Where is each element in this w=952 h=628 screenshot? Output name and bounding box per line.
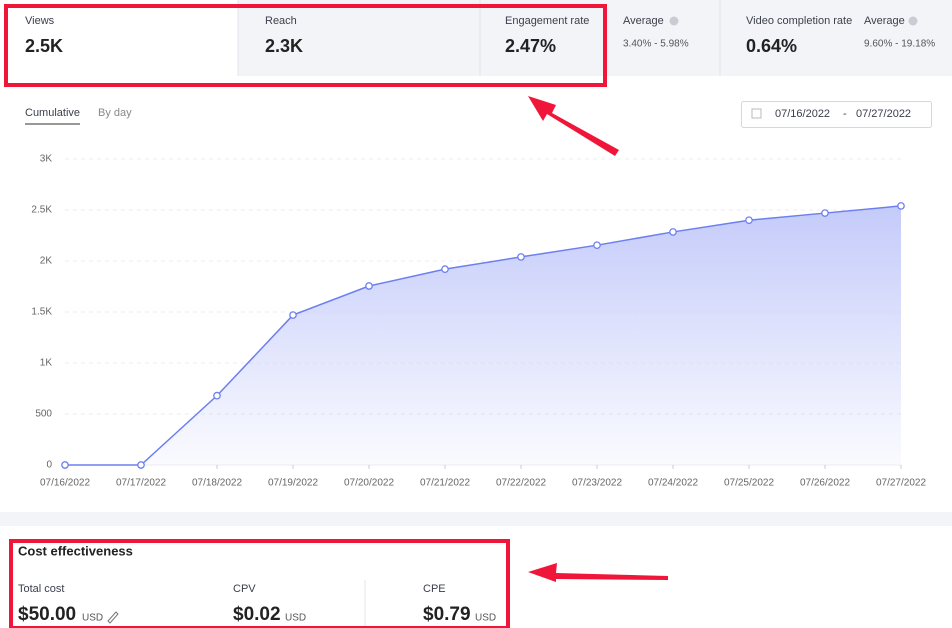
metric-label: Average [623,15,664,27]
metric-value: 2.5K [25,36,63,56]
section-gap [0,512,952,526]
y-tick-label: 0 [46,460,52,471]
tab[interactable]: By day [98,107,132,119]
arrow [528,96,619,156]
cost-value: $0.79 [423,604,471,625]
highlight-box [9,539,510,628]
section-title: Cost effectiveness [18,543,133,558]
cost-label: Total cost [18,583,64,595]
y-tick-label: 1K [40,358,53,369]
y-tick-label: 1.5K [31,307,52,318]
point [137,461,145,469]
info-icon[interactable] [908,16,918,26]
cost-unit: USD [475,613,496,624]
date-start: 07/16/2022 [775,108,830,120]
x-tick-label: 07/17/2022 [116,478,166,489]
point [669,228,677,236]
x-tick-label: 07/19/2022 [268,478,318,489]
arrow [528,563,668,582]
x-tick-label: 07/18/2022 [192,478,242,489]
edit-icon[interactable] [107,611,119,624]
x-tick-label: 07/20/2022 [344,478,394,489]
date-separator: - [843,108,847,120]
tab-active[interactable]: Cumulative [25,107,80,119]
point [61,461,69,469]
metric-range: 9.60% - 19.18% [864,39,935,50]
y-tick-label: 2.5K [31,205,52,216]
cost-value: $0.02 [233,604,281,625]
cost-label: CPV [233,583,256,595]
point [517,253,525,261]
point [821,209,829,217]
y-tick-label: 500 [35,409,52,420]
point [289,311,297,319]
y-tick-label: 2K [40,256,53,267]
x-tick-label: 07/23/2022 [572,478,622,489]
metric-label: Reach [265,15,297,27]
info-icon[interactable] [669,16,679,26]
x-tick-label: 07/25/2022 [724,478,774,489]
point [213,391,221,400]
metric-value: 0.64% [746,36,797,56]
date-picker[interactable] [741,101,932,128]
cost-unit: USD [82,613,103,624]
x-tick-label: 07/22/2022 [496,478,546,489]
point [593,241,601,250]
metric-value: 2.3K [265,36,303,56]
metric-value: 2.47% [505,36,556,56]
metric-range: 3.40% - 5.98% [623,39,689,50]
metric-label: Engagement rate [505,15,589,27]
x-tick-label: 07/24/2022 [648,478,698,489]
highlight-box [4,4,607,87]
metric-label: Views [25,15,55,27]
cost-value: $50.00 [18,604,76,625]
area [65,205,901,466]
x-tick-label: 07/27/2022 [876,478,926,489]
point [897,202,905,210]
x-tick-label: 07/16/2022 [40,478,90,489]
metric-label: Video completion rate [746,15,852,27]
date-end: 07/27/2022 [856,108,911,120]
point [365,282,373,290]
metric-label: Average [864,15,905,27]
metric-card-selected[interactable] [0,0,238,76]
point [441,265,449,274]
calendar-icon [751,108,762,119]
x-tick-label: 07/21/2022 [420,478,470,489]
point [745,216,753,225]
cost-label: CPE [423,583,446,595]
line [65,205,902,466]
x-tick-label: 07/26/2022 [800,478,850,489]
cost-unit: USD [285,613,306,624]
y-tick-label: 3K [40,154,53,165]
